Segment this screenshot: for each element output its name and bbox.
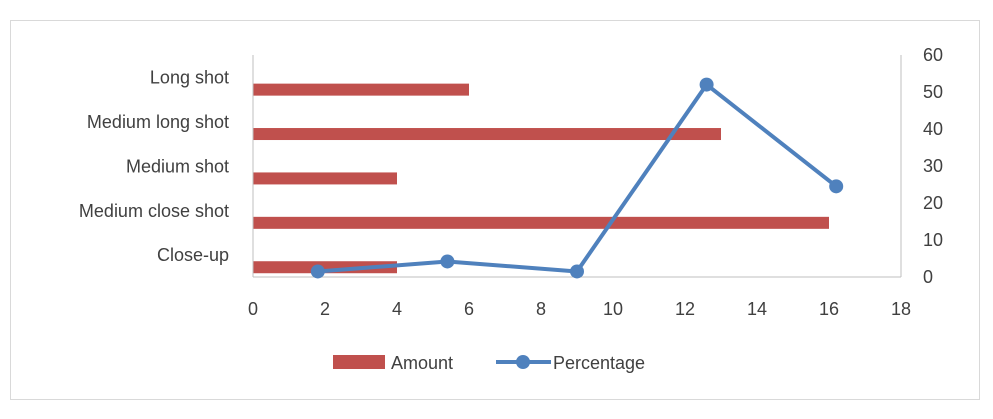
percentage-point (829, 179, 844, 194)
percentage-point (310, 264, 325, 279)
legend-percentage-label: Percentage (553, 353, 645, 373)
amount-bars (253, 83, 829, 274)
bar-medium-close-shot (253, 216, 829, 229)
percentage-line (310, 77, 844, 279)
x-tick-label: 0 (248, 299, 258, 319)
y2-tick-label: 10 (923, 230, 943, 250)
legend: Amount Percentage (333, 353, 645, 373)
percentage-point (699, 77, 714, 92)
category-label: Medium long shot (87, 112, 229, 132)
x-tick-label: 2 (320, 299, 330, 319)
y2-axis-ticks: 0 10 20 30 40 50 60 (923, 45, 943, 287)
bar-close-up (253, 261, 397, 274)
y2-tick-label: 40 (923, 119, 943, 139)
category-label: Medium shot (126, 156, 229, 176)
category-label: Long shot (150, 68, 229, 88)
x-tick-label: 6 (464, 299, 474, 319)
y2-tick-label: 30 (923, 156, 943, 176)
y2-tick-label: 20 (923, 193, 943, 213)
x-tick-label: 8 (536, 299, 546, 319)
bar-long-shot (253, 83, 469, 96)
x-tick-label: 4 (392, 299, 402, 319)
category-label: Close-up (157, 245, 229, 265)
y2-tick-label: 0 (923, 267, 933, 287)
legend-percentage-marker (516, 355, 530, 369)
x-tick-label: 16 (819, 299, 839, 319)
x-tick-label: 10 (603, 299, 623, 319)
x-tick-label: 14 (747, 299, 767, 319)
x-axis-ticks: 0 2 4 6 8 10 12 14 16 18 (248, 299, 911, 319)
legend-amount-swatch (333, 355, 385, 369)
category-labels: Close-up Medium close shot Medium shot Medi… (79, 68, 229, 266)
x-tick-label: 12 (675, 299, 695, 319)
percentage-point (570, 264, 584, 279)
bar-medium-long-shot (253, 128, 721, 141)
y2-tick-label: 50 (923, 82, 943, 102)
x-tick-label: 18 (891, 299, 911, 319)
legend-amount-label: Amount (391, 353, 453, 373)
bar-medium-shot (253, 172, 397, 185)
category-label: Medium close shot (79, 201, 229, 221)
chart-frame (10, 20, 980, 400)
percentage-point (440, 254, 455, 269)
y2-tick-label: 60 (923, 45, 943, 65)
